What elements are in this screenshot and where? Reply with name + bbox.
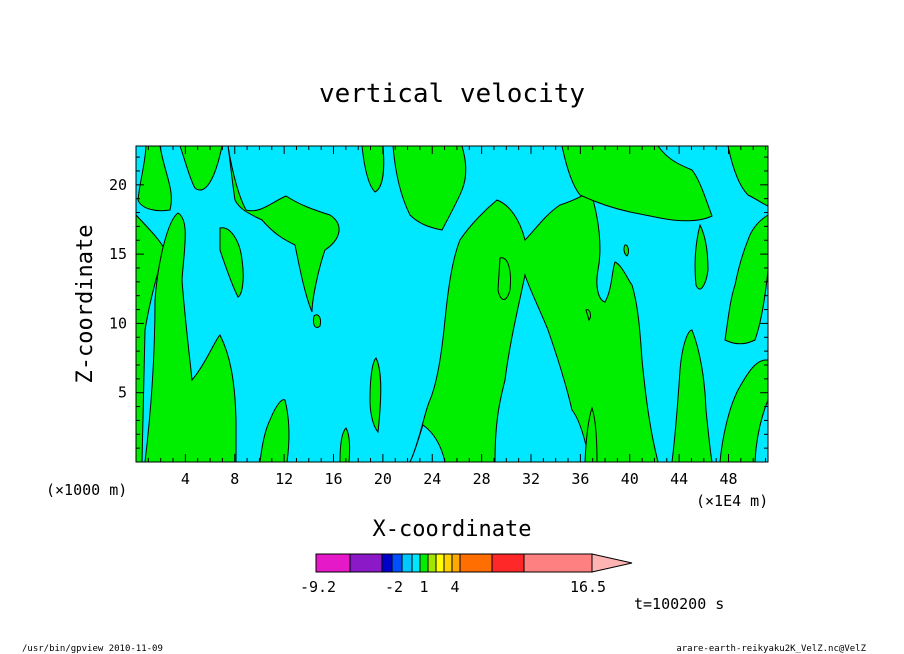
colorbar-segment <box>451 553 461 573</box>
contour-region <box>409 189 659 463</box>
colorbar-segment <box>411 553 421 573</box>
contour-region <box>259 399 290 463</box>
colorbar-segment <box>523 553 593 573</box>
contour-region <box>561 145 713 222</box>
colorbar-segment <box>349 553 383 573</box>
colorbar-label: 1 <box>419 578 428 596</box>
y-tick-label: 5 <box>118 384 127 402</box>
colorbar-segment <box>401 553 413 573</box>
x-tick-label: 28 <box>473 470 491 488</box>
contour-region <box>144 212 237 463</box>
x-tick-label: 16 <box>324 470 342 488</box>
contour-positive-regions <box>135 145 769 463</box>
plot-frame <box>135 145 769 463</box>
colorbar-segment <box>459 553 493 573</box>
footer-right: arare-earth-reikyaku2K_VelZ.nc@VelZ <box>676 644 866 654</box>
contour-region <box>392 145 467 231</box>
contour-region <box>136 145 172 212</box>
colorbar-labels: -9.2 -2 1 4 16.5 <box>300 578 606 596</box>
contour-region <box>727 145 769 207</box>
contour-region <box>671 329 713 463</box>
x-tick-label: 44 <box>670 470 688 488</box>
colorbar-segment <box>435 553 445 573</box>
x-axis-title: X-coordinate <box>373 517 532 542</box>
contour-region <box>313 314 321 329</box>
colorbar-segment <box>491 553 525 573</box>
contour-region <box>179 145 223 191</box>
time-label: t=100200 s <box>634 595 724 613</box>
contour-region <box>694 223 709 290</box>
colorbar <box>315 553 633 573</box>
x-tick-label: 48 <box>719 470 737 488</box>
x-tick-label: 12 <box>275 470 293 488</box>
colorbar-segment <box>315 553 351 573</box>
contour-region <box>724 214 769 345</box>
contour-region <box>339 427 351 463</box>
colorbar-segment <box>443 553 453 573</box>
y-axis: 5 10 15 20 <box>109 156 768 449</box>
contour-region <box>497 257 511 300</box>
contour-region <box>369 357 382 434</box>
x-tick-label: 32 <box>522 470 540 488</box>
x-tick-label: 20 <box>374 470 392 488</box>
y-tick-label: 10 <box>109 314 127 332</box>
colorbar-label: -2 <box>385 578 403 596</box>
contour-region <box>623 244 629 257</box>
x-tick-label: 24 <box>423 470 441 488</box>
contour-region <box>361 145 385 193</box>
colorbar-arrow <box>591 553 633 573</box>
colorbar-segment <box>427 553 437 573</box>
x-axis: 4 8 12 16 20 24 28 32 36 40 44 48 <box>147 146 767 488</box>
colorbar-label: -9.2 <box>300 578 336 596</box>
x-tick-label: 8 <box>230 470 239 488</box>
x-tick-label: 36 <box>571 470 589 488</box>
colorbar-segment <box>419 553 429 573</box>
x-tick-label: 40 <box>621 470 639 488</box>
contour-region <box>584 406 598 463</box>
x-tick-label: 4 <box>181 470 190 488</box>
contour-region <box>719 359 769 463</box>
y-tick-label: 15 <box>109 245 127 263</box>
contour-region <box>219 227 244 298</box>
chart-title: vertical velocity <box>319 79 585 109</box>
colorbar-label: 16.5 <box>570 578 606 596</box>
x-scale-label: (×1E4 m) <box>696 492 768 510</box>
footer-left: /usr/bin/gpview 2010-11-09 <box>22 644 163 654</box>
colorbar-segment <box>381 553 393 573</box>
y-axis-title: Z-coordinate <box>73 225 98 384</box>
colorbar-label: 4 <box>450 578 459 596</box>
x-unit-label: (×1000 m) <box>46 481 127 499</box>
colorbar-segment <box>391 553 403 573</box>
contour-region <box>585 309 591 322</box>
contour-region <box>227 145 340 313</box>
y-tick-label: 20 <box>109 176 127 194</box>
